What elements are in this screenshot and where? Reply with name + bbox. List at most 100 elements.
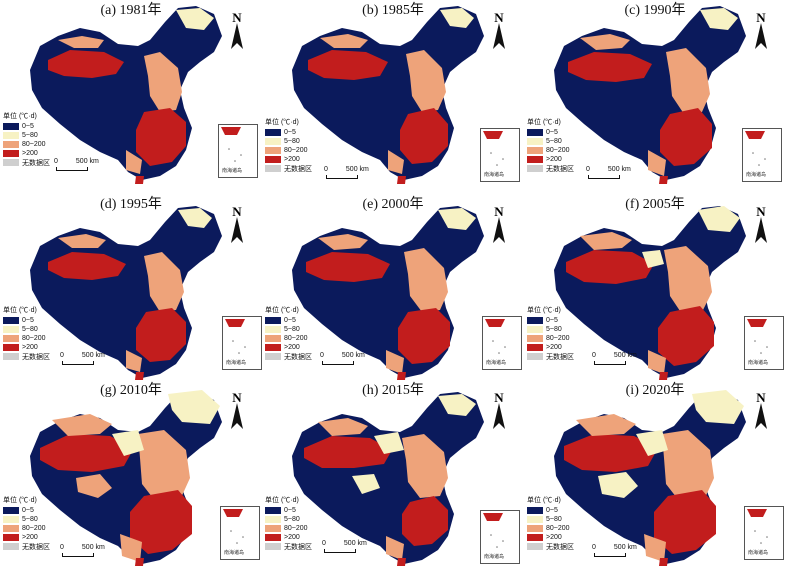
legend-item: 无数据区 (527, 352, 574, 361)
panel-title: (h) 2015年 (362, 383, 424, 398)
north-arrow-icon: N (488, 205, 510, 245)
panel-title: (a) 1981年 (100, 3, 162, 18)
legend-unit: 单位 (℃·d) (265, 119, 299, 126)
legend-item: 80~200 (527, 524, 574, 533)
inset-caption: 南海诸岛 (486, 360, 507, 366)
legend-item: >200 (527, 533, 574, 542)
legend-item: 0~5 (527, 316, 574, 325)
inset-caption: 南海诸岛 (748, 550, 769, 556)
legend-item: 0~5 (527, 506, 574, 515)
legend: 单位 (℃·d) 0~5 5~80 80~200 >200 无数据区 (3, 112, 50, 167)
scale-bar: 0 500 km (586, 166, 631, 179)
north-arrow-icon: N (226, 205, 248, 245)
legend-unit: 单位 (℃·d) (3, 307, 37, 314)
panel-title: (b) 1985年 (362, 3, 424, 18)
south-china-sea-inset: 南海诸岛 (222, 316, 262, 370)
panel-title: (c) 1990年 (624, 3, 686, 18)
legend-item: 无数据区 (527, 542, 574, 551)
legend-item: >200 (3, 343, 50, 352)
legend: 单位 (℃·d) 0~5 5~80 80~200 >200 无数据区 (3, 496, 50, 551)
south-china-sea-inset: 南海诸岛 (744, 506, 784, 560)
legend-item: 80~200 (3, 334, 50, 343)
north-arrow-icon: N (750, 11, 772, 51)
legend-item: 5~80 (265, 515, 312, 524)
legend: 单位 (℃·d) 0~5 5~80 80~200 >200 无数据区 (265, 306, 312, 361)
inset-caption: 南海诸岛 (748, 360, 769, 366)
scale-bar: 0 500 km (54, 158, 99, 171)
legend: 单位 (℃·d) 0~5 5~80 80~200 >200 无数据区 (527, 118, 574, 173)
legend-item: 无数据区 (265, 542, 312, 551)
legend-item: 80~200 (265, 146, 312, 155)
china-map (292, 6, 484, 184)
scale-bar: 0 500 km (324, 166, 369, 179)
scale-bar: 0 500 km (60, 352, 105, 365)
scale-bar: 0 500 km (592, 352, 637, 365)
legend-item: 0~5 (265, 506, 312, 515)
legend: 单位 (℃·d) 0~5 5~80 80~200 >200 无数据区 (3, 306, 50, 361)
legend-item: 5~80 (3, 515, 50, 524)
inset-caption: 南海诸岛 (484, 172, 505, 178)
map-panel-g: (g) 2010年 N 南海诸岛 单位 (℃·d) 0~5 5~80 80~20… (0, 380, 262, 569)
legend-item: 无数据区 (3, 158, 50, 167)
legend: 单位 (℃·d) 0~5 5~80 80~200 >200 无数据区 (527, 306, 574, 361)
map-panel-d: (d) 1995年 N 南海诸岛 单位 (℃·d) 0~5 5~80 80~20… (0, 194, 262, 383)
north-arrow-icon: N (226, 391, 248, 431)
legend-item: 5~80 (3, 131, 50, 140)
china-map (554, 6, 746, 184)
legend-item: 无数据区 (3, 542, 50, 551)
china-map (292, 392, 484, 566)
north-arrow-icon: N (750, 391, 772, 431)
legend-item: 无数据区 (527, 164, 574, 173)
legend-item: 0~5 (265, 128, 312, 137)
china-map (554, 390, 746, 566)
scale-bar: 0 500 km (320, 352, 365, 365)
legend-item: 无数据区 (265, 352, 312, 361)
china-map (554, 206, 746, 380)
north-arrow-icon: N (488, 391, 510, 431)
legend-item: 5~80 (265, 325, 312, 334)
south-china-sea-inset: 南海诸岛 (480, 510, 520, 564)
legend-item: >200 (265, 155, 312, 164)
legend-item: 5~80 (265, 137, 312, 146)
legend-item: 80~200 (3, 140, 50, 149)
scale-bar: 0 500 km (592, 544, 637, 557)
legend-item: >200 (527, 155, 574, 164)
legend-unit: 单位 (℃·d) (3, 497, 37, 504)
legend-item: 80~200 (265, 524, 312, 533)
inset-caption: 南海诸岛 (222, 168, 243, 174)
legend: 单位 (℃·d) 0~5 5~80 80~200 >200 无数据区 (265, 118, 312, 173)
legend-item: 0~5 (3, 506, 50, 515)
legend-unit: 单位 (℃·d) (3, 113, 37, 120)
scale-bar: 0 500 km (60, 544, 105, 557)
south-china-sea-inset: 南海诸岛 (480, 128, 520, 182)
legend-item: 无数据区 (3, 352, 50, 361)
north-arrow-icon: N (226, 11, 248, 51)
north-arrow-icon: N (750, 205, 772, 245)
legend-unit: 单位 (℃·d) (265, 497, 299, 504)
legend-unit: 单位 (℃·d) (265, 307, 299, 314)
legend-item: 5~80 (527, 515, 574, 524)
inset-caption: 南海诸岛 (226, 360, 247, 366)
legend-item: 无数据区 (265, 164, 312, 173)
legend-item: >200 (265, 533, 312, 542)
map-panel-e: (e) 2000年 N 南海诸岛 单位 (℃·d) 0~5 5~80 80~20… (262, 194, 524, 383)
south-china-sea-inset: 南海诸岛 (220, 506, 260, 560)
legend-item: 5~80 (527, 325, 574, 334)
map-panel-b: (b) 1985年 N 南海诸岛 单位 (℃·d) 0~5 5~80 80~20… (262, 0, 524, 189)
map-panel-a: (a) 1981年 N 南海诸岛 单位 (℃·d) 0~5 5~80 80~20… (0, 0, 262, 189)
map-panel-i: (i) 2020年 N 南海诸岛 单位 (℃·d) 0~5 5~80 80~20… (524, 380, 786, 569)
china-map (30, 206, 222, 380)
panel-title: (g) 2010年 (100, 383, 162, 398)
legend-unit: 单位 (℃·d) (527, 307, 561, 314)
legend-item: 80~200 (265, 334, 312, 343)
map-panel-c: (c) 1990年 N 南海诸岛 单位 (℃·d) 0~5 5~80 80~20… (524, 0, 786, 189)
legend-item: >200 (527, 343, 574, 352)
legend-item: 80~200 (3, 524, 50, 533)
inset-caption: 南海诸岛 (746, 172, 767, 178)
legend: 单位 (℃·d) 0~5 5~80 80~200 >200 无数据区 (527, 496, 574, 551)
legend-item: 0~5 (265, 316, 312, 325)
panel-title: (e) 2000年 (362, 197, 424, 212)
legend: 单位 (℃·d) 0~5 5~80 80~200 >200 无数据区 (265, 496, 312, 551)
legend-unit: 单位 (℃·d) (527, 497, 561, 504)
scale-bar: 0 500 km (322, 540, 367, 553)
